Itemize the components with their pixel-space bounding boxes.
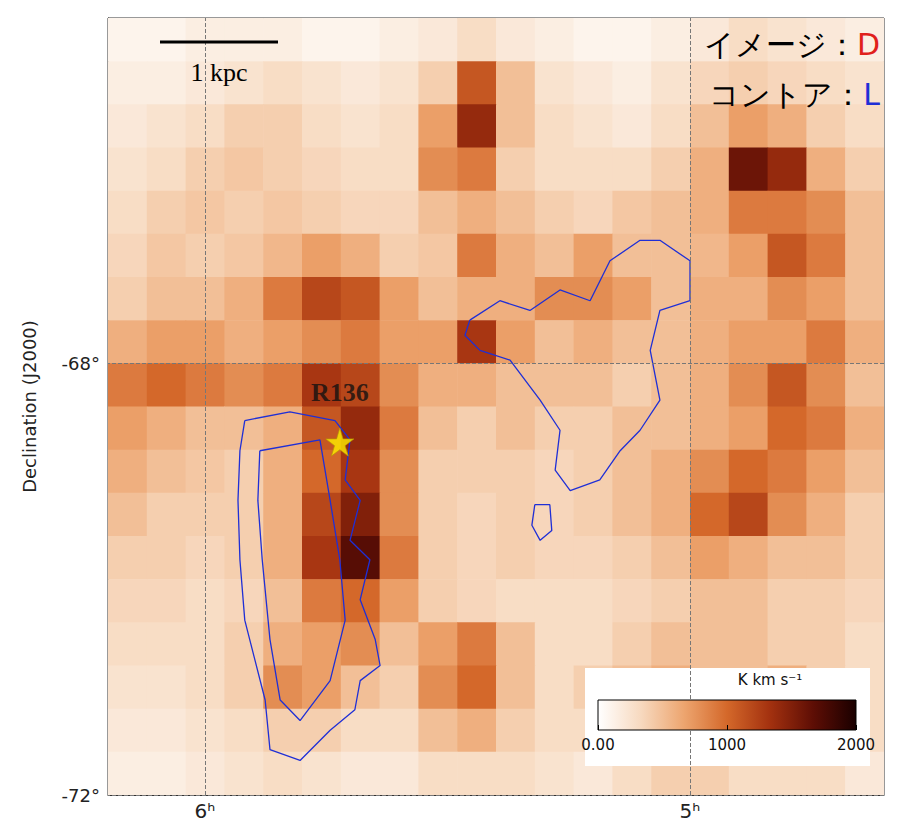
svg-text:0.00: 0.00 [581,736,614,754]
svg-text:K km s⁻¹: K km s⁻¹ [738,671,802,689]
svg-text:-72°: -72° [62,785,100,806]
svg-text:R136: R136 [311,378,369,407]
svg-text:コントア：: コントア： [709,77,863,112]
svg-text:2000: 2000 [837,736,875,754]
svg-text:Declination (J2000): Declination (J2000) [19,320,40,493]
svg-text:D: D [857,27,880,62]
svg-text:L: L [863,77,880,112]
svg-text:6ʰ: 6ʰ [195,799,216,823]
svg-text:-68°: -68° [62,353,100,374]
svg-text:5ʰ: 5ʰ [680,799,701,823]
svg-text:1 kpc: 1 kpc [190,58,247,87]
svg-text:1000: 1000 [708,736,746,754]
svg-text:イメージ：: イメージ： [704,27,857,62]
